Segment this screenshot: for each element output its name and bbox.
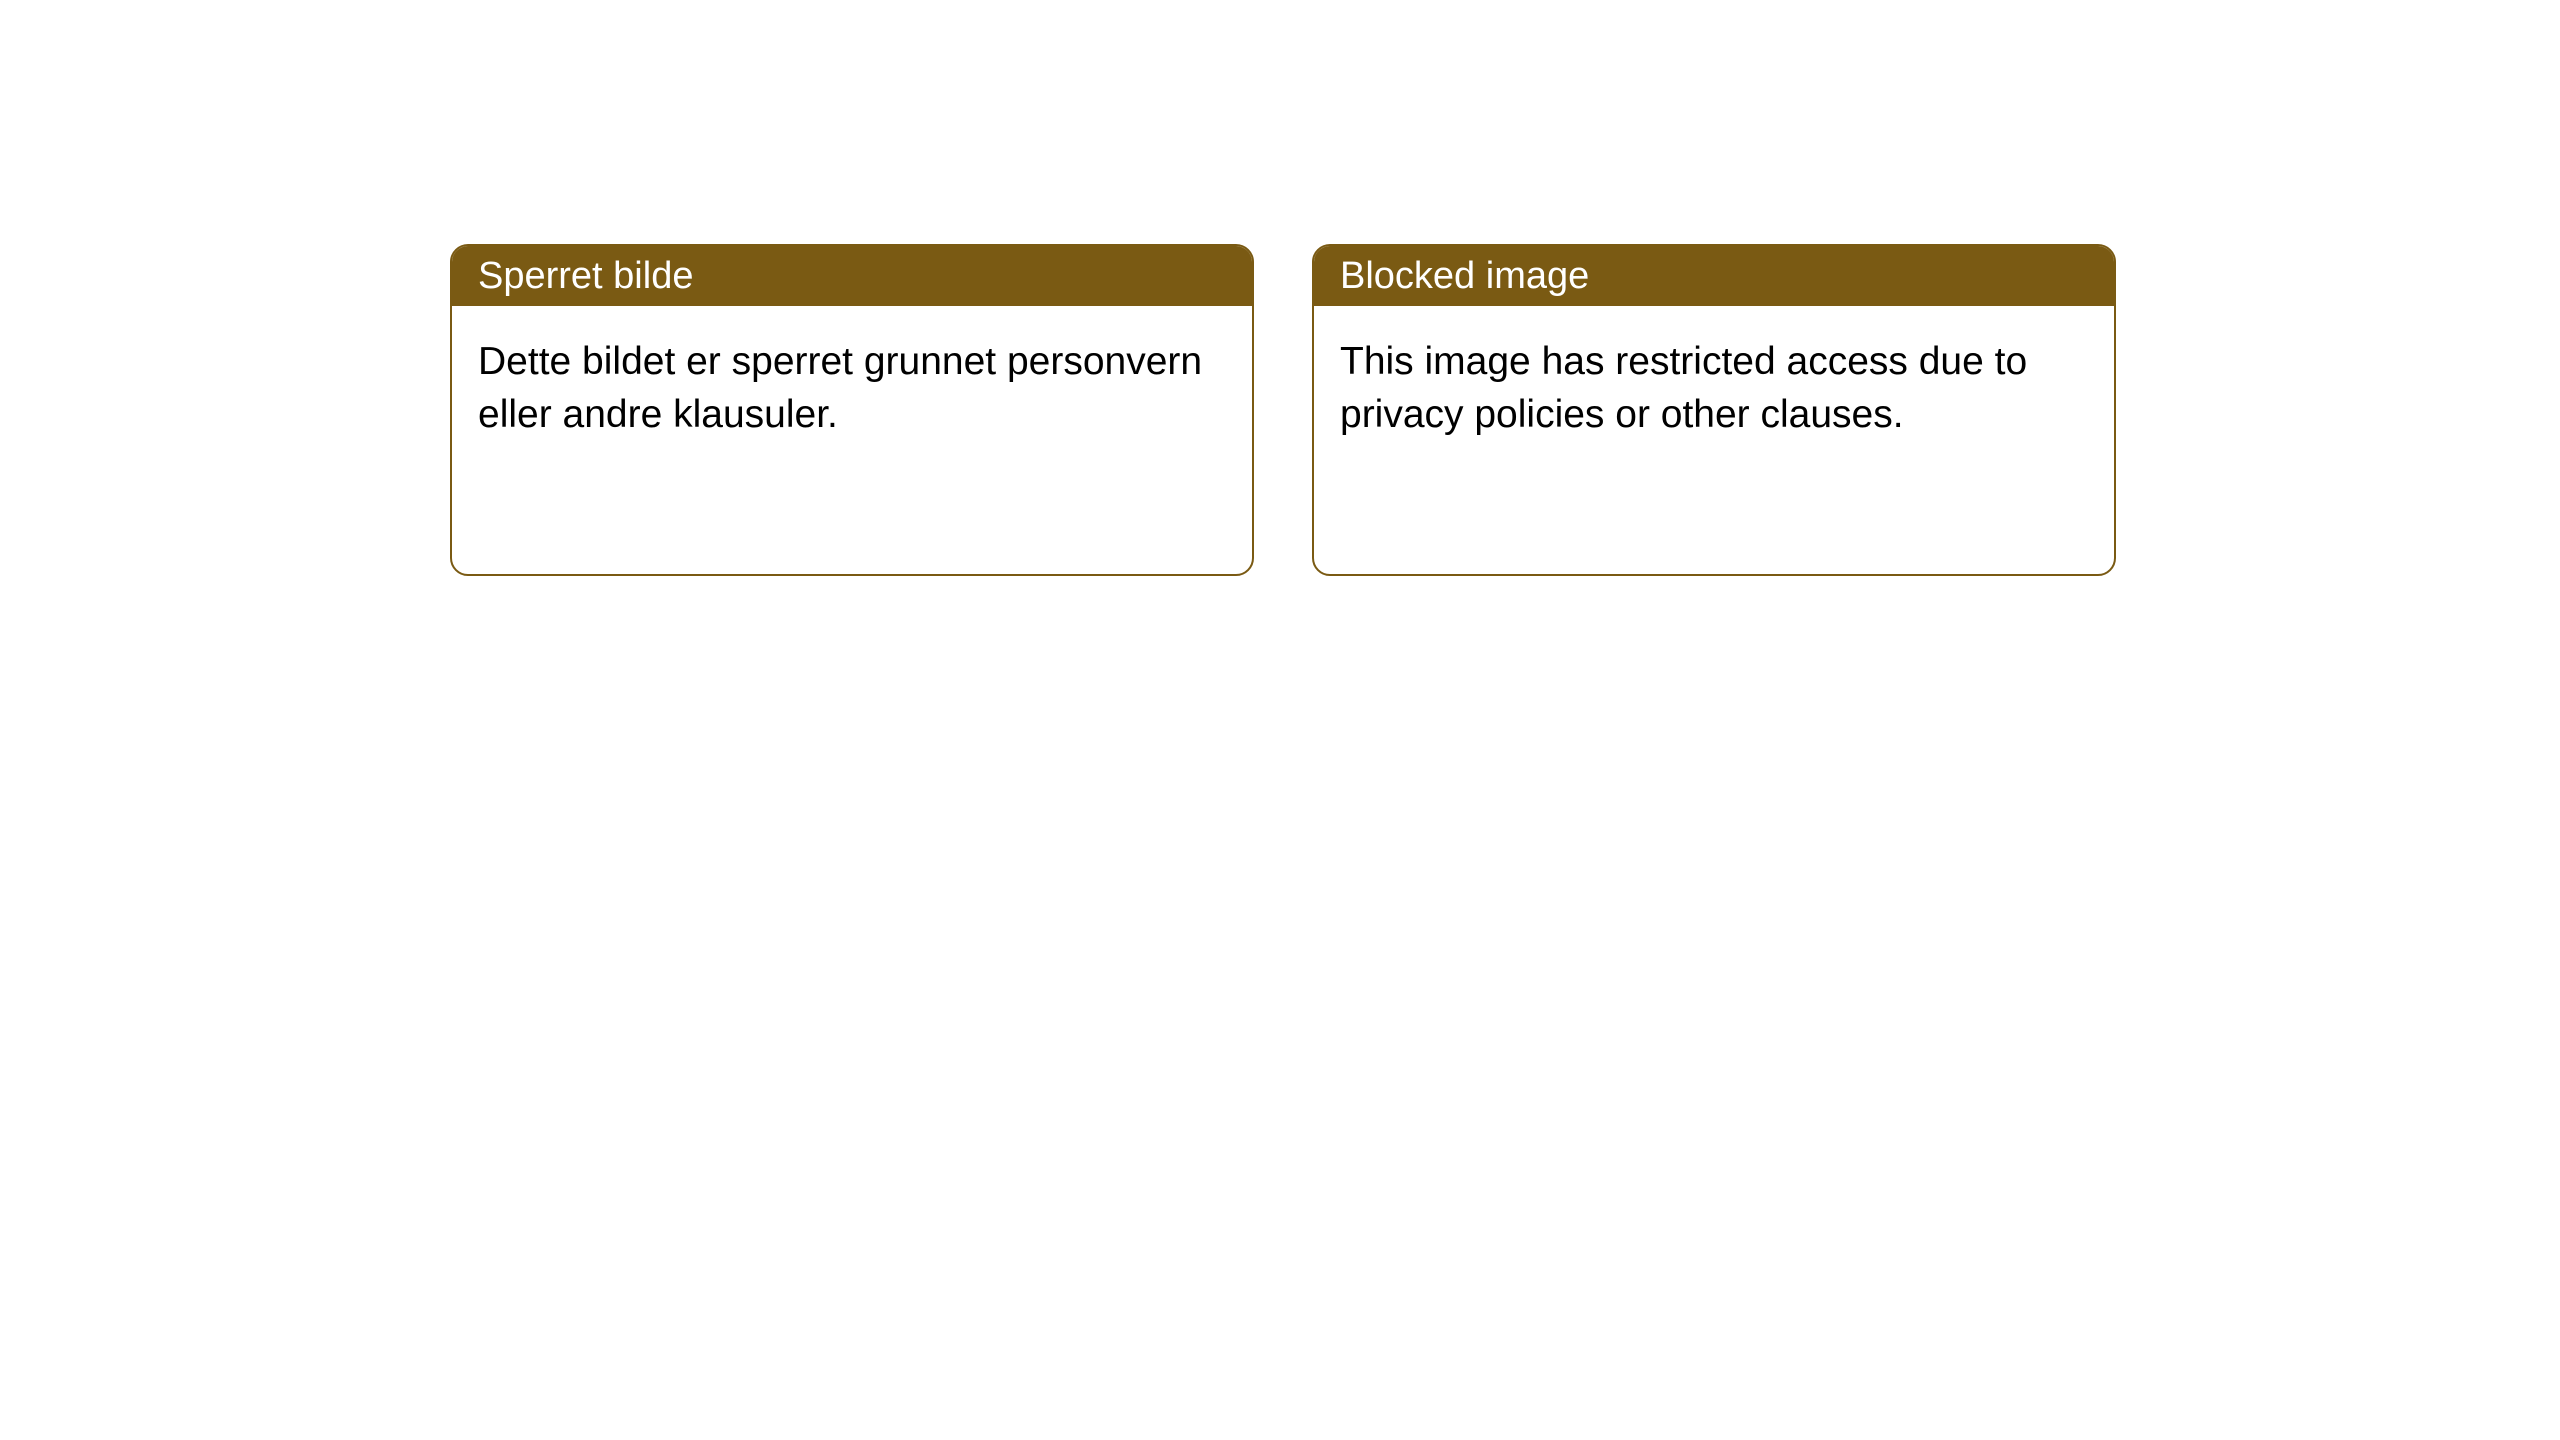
notice-header-norwegian: Sperret bilde <box>452 246 1252 306</box>
notice-header-english: Blocked image <box>1314 246 2114 306</box>
notice-container: Sperret bilde Dette bildet er sperret gr… <box>450 244 2116 576</box>
notice-body-english: This image has restricted access due to … <box>1314 306 2114 471</box>
notice-body-norwegian: Dette bildet er sperret grunnet personve… <box>452 306 1252 471</box>
notice-card-norwegian: Sperret bilde Dette bildet er sperret gr… <box>450 244 1254 576</box>
notice-card-english: Blocked image This image has restricted … <box>1312 244 2116 576</box>
